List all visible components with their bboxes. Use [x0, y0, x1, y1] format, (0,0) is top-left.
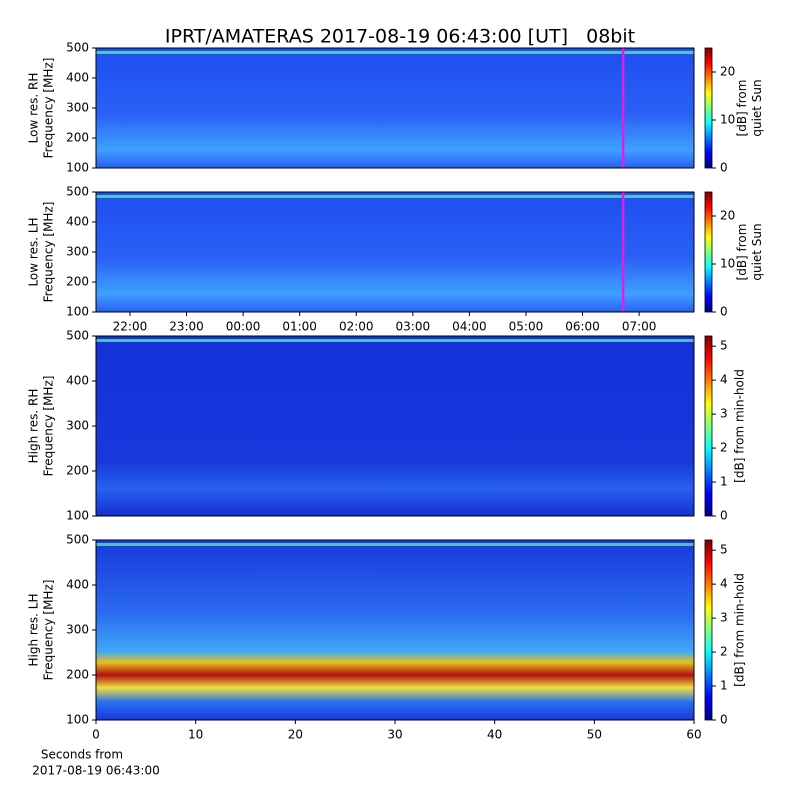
y-tick-label: 100 — [66, 161, 89, 175]
y-tick-label: 300 — [66, 245, 89, 259]
y-tick-label: 500 — [66, 185, 89, 199]
y-tick-label: 200 — [66, 131, 89, 145]
y-tick-label: 300 — [66, 419, 89, 433]
spectrogram — [96, 48, 694, 168]
spectrogram — [96, 336, 694, 516]
colorbar-label: quiet Sun — [750, 79, 764, 136]
spectrogram — [96, 192, 694, 312]
colorbar-tick-label: 20 — [720, 209, 735, 223]
y-axis-label: High res. RH — [27, 389, 41, 464]
x-tick-label: 0 — [92, 728, 100, 742]
colorbar — [704, 47, 713, 169]
y-tick-label: 200 — [66, 275, 89, 289]
colorbar-tick-label: 10 — [720, 113, 735, 127]
x-tick-label: 06:00 — [565, 320, 600, 334]
x-tick-label: 22:00 — [113, 320, 148, 334]
y-tick-label: 500 — [66, 329, 89, 343]
y-tick-label: 500 — [66, 41, 89, 55]
colorbar-tick-label: 10 — [720, 257, 735, 271]
colorbar-tick-label: 3 — [720, 407, 728, 421]
x-tick-label: 10 — [188, 728, 203, 742]
y-axis-label: Low res. LH — [27, 217, 41, 286]
x-tick-label: 05:00 — [509, 320, 544, 334]
y-tick-label: 100 — [66, 713, 89, 727]
spectrogram-band — [96, 51, 694, 54]
colorbar-label: [dB] from min-hold — [733, 369, 747, 483]
colorbar-label: [dB] from min-hold — [733, 573, 747, 687]
x-tick-label: 30 — [387, 728, 402, 742]
colorbar-tick-label: 3 — [720, 611, 728, 625]
spectrogram — [96, 540, 694, 720]
colorbar-tick-label: 0 — [720, 509, 728, 523]
colorbar — [704, 335, 713, 517]
y-axis-label: Frequency [MHz] — [42, 376, 56, 477]
spectrogram-band — [96, 543, 694, 546]
x-tick-label: 60 — [686, 728, 701, 742]
colorbar-tick-label: 0 — [720, 713, 728, 727]
spectrogram-band — [96, 195, 694, 198]
y-tick-label: 300 — [66, 623, 89, 637]
colorbar-tick-label: 0 — [720, 305, 728, 319]
x-tick-label: 00:00 — [226, 320, 261, 334]
y-tick-label: 100 — [66, 305, 89, 319]
colorbar-tick-label: 2 — [720, 645, 728, 659]
colorbar-tick-label: 5 — [720, 543, 728, 557]
y-tick-label: 200 — [66, 668, 89, 682]
colorbar-tick-label: 1 — [720, 475, 728, 489]
colorbar-tick-label: 1 — [720, 679, 728, 693]
x-tick-label: 04:00 — [452, 320, 487, 334]
x-tick-label: 03:00 — [396, 320, 431, 334]
colorbar-label: [dB] from — [735, 80, 749, 137]
colorbar — [704, 191, 713, 313]
x-axis-label: 2017-08-19 06:43:00 — [32, 764, 159, 778]
y-tick-label: 400 — [66, 71, 89, 85]
spectrogram-band — [96, 339, 694, 342]
y-tick-label: 400 — [66, 215, 89, 229]
y-tick-label: 300 — [66, 101, 89, 115]
colorbar-tick-label: 5 — [720, 339, 728, 353]
x-tick-label: 23:00 — [169, 320, 204, 334]
colorbar-label: quiet Sun — [750, 223, 764, 280]
colorbar — [704, 539, 713, 721]
x-tick-label: 50 — [587, 728, 602, 742]
colorbar-tick-label: 2 — [720, 441, 728, 455]
y-axis-label: Frequency [MHz] — [42, 580, 56, 681]
y-axis-label: Low res. RH — [27, 73, 41, 144]
x-tick-label: 01:00 — [282, 320, 317, 334]
y-tick-label: 500 — [66, 533, 89, 547]
colorbar-tick-label: 4 — [720, 577, 728, 591]
x-axis-label: Seconds from — [41, 748, 123, 762]
y-axis-label: Frequency [MHz] — [42, 58, 56, 159]
colorbar-tick-label: 4 — [720, 373, 728, 387]
x-tick-label: 07:00 — [622, 320, 657, 334]
x-tick-label: 20 — [288, 728, 303, 742]
y-tick-label: 200 — [66, 464, 89, 478]
y-tick-label: 400 — [66, 578, 89, 592]
y-tick-label: 100 — [66, 509, 89, 523]
x-tick-label: 02:00 — [339, 320, 374, 334]
x-tick-label: 40 — [487, 728, 502, 742]
y-tick-label: 400 — [66, 374, 89, 388]
figure-title: IPRT/AMATERAS 2017-08-19 06:43:00 [UT] 0… — [165, 26, 635, 48]
y-axis-label: High res. LH — [27, 593, 41, 666]
colorbar-label: [dB] from — [735, 224, 749, 281]
y-axis-label: Frequency [MHz] — [42, 202, 56, 303]
colorbar-tick-label: 20 — [720, 65, 735, 79]
colorbar-tick-label: 0 — [720, 161, 728, 175]
